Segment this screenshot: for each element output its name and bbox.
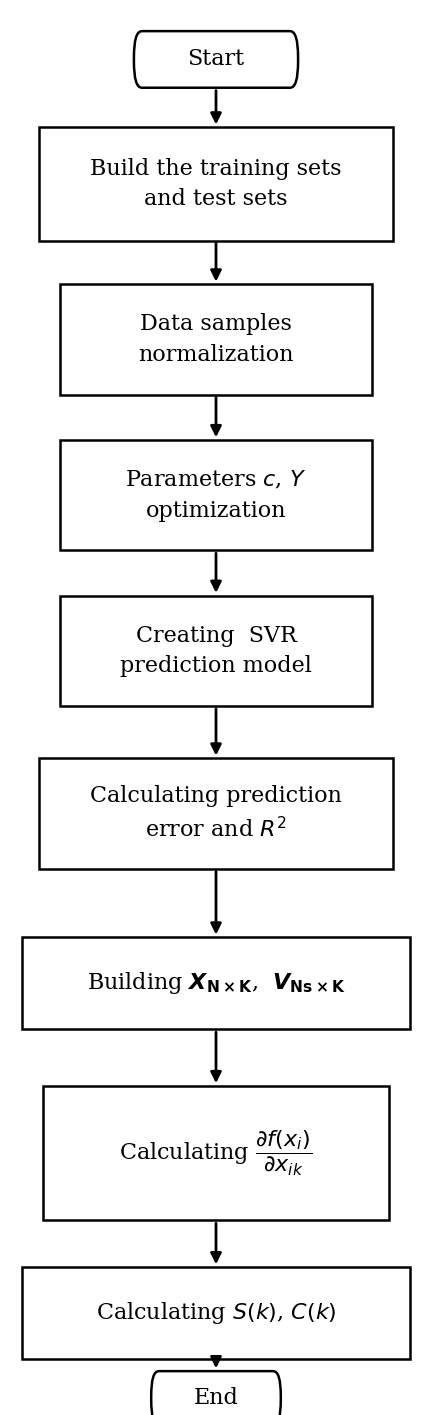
Text: Build the training sets
and test sets: Build the training sets and test sets [90,157,342,211]
Bar [22,938,410,1030]
Bar [39,127,393,241]
Text: Start: Start [187,48,245,71]
FancyBboxPatch shape [151,1371,281,1415]
Text: Data samples
normalization: Data samples normalization [138,313,294,366]
Bar [60,284,372,395]
Bar [60,440,372,550]
FancyBboxPatch shape [134,31,298,88]
Bar [22,1268,410,1358]
Text: Building $\boldsymbol{X}_{\mathbf{N\times K}}$,  $\boldsymbol{V}_{\mathbf{Ns\tim: Building $\boldsymbol{X}_{\mathbf{N\time… [87,971,345,996]
Text: Calculating $\dfrac{\partial f\left(x_i\right)}{\partial x_{ik}}$: Calculating $\dfrac{\partial f\left(x_i\… [120,1129,312,1177]
Bar [39,758,393,869]
Text: Calculating prediction
error and $R^2$: Calculating prediction error and $R^2$ [90,785,342,842]
Text: End: End [194,1387,238,1409]
Text: Creating  SVR
prediction model: Creating SVR prediction model [120,624,312,678]
Text: Calculating $S(k)$, $C(k)$: Calculating $S(k)$, $C(k)$ [95,1300,337,1326]
Bar [60,596,372,706]
Text: Parameters $c$, $\mathit{Y}$
optimization: Parameters $c$, $\mathit{Y}$ optimizatio… [125,468,307,522]
Bar [43,1087,389,1220]
